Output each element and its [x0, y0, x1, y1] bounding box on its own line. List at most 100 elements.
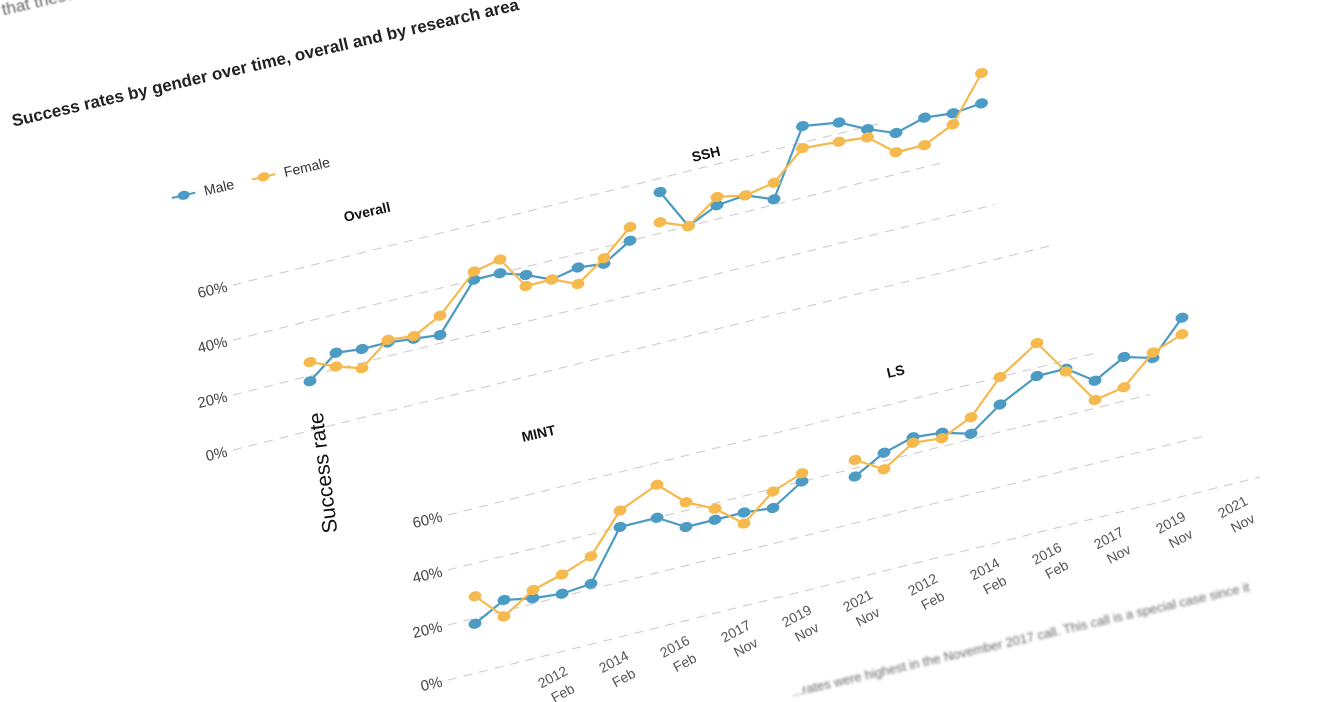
series-line-female — [854, 333, 1183, 471]
data-point-female — [679, 497, 693, 508]
data-point-male — [679, 521, 693, 533]
data-point-female — [1146, 347, 1160, 358]
data-point-male — [526, 593, 540, 604]
data-point-male — [1175, 312, 1189, 323]
data-point-female — [407, 330, 421, 342]
data-point-male — [555, 588, 569, 599]
data-point-female — [555, 569, 569, 580]
data-point-female — [877, 464, 891, 475]
data-point-female — [597, 253, 611, 264]
gridline — [232, 162, 941, 341]
chart-row-1: 0% 20% 40% 60% Overall SSH — [196, 68, 1051, 465]
data-point-female — [766, 486, 780, 497]
gridline — [232, 121, 886, 286]
data-point-male — [710, 200, 724, 211]
data-point-female — [433, 310, 447, 321]
y-tick-label: 20% — [411, 619, 444, 642]
data-point-male — [861, 124, 874, 135]
data-point-male — [1088, 375, 1102, 386]
y-tick-label: 40% — [196, 334, 229, 357]
data-point-male — [329, 347, 343, 358]
data-point-female — [653, 217, 667, 228]
y-tick-label: 40% — [411, 564, 444, 587]
data-point-male — [848, 471, 862, 482]
legend-swatch-dot — [257, 172, 270, 182]
data-point-male — [468, 618, 482, 629]
data-point-female — [861, 132, 874, 143]
data-point-female — [918, 140, 931, 151]
data-point-female — [1030, 337, 1044, 349]
data-point-male — [650, 512, 664, 523]
series-line-male — [854, 317, 1183, 478]
data-point-female — [467, 266, 481, 277]
data-point-male — [708, 514, 722, 525]
data-point-female — [946, 119, 960, 130]
y-tick-label: 20% — [196, 389, 229, 412]
data-point-female — [329, 361, 343, 372]
data-point-female — [303, 356, 317, 368]
data-point-female — [832, 136, 846, 147]
data-point-female — [497, 611, 511, 622]
data-point-female — [708, 503, 722, 514]
panel-title: LS — [885, 361, 906, 381]
data-point-female — [795, 468, 809, 479]
data-point-female — [710, 191, 724, 203]
data-point-male — [832, 117, 846, 128]
panel-ssh: SSH — [653, 68, 988, 232]
data-point-female — [975, 68, 988, 79]
data-point-female — [767, 177, 781, 188]
data-point-female — [1059, 366, 1073, 377]
series-line-female — [474, 472, 803, 618]
data-point-female — [584, 551, 598, 562]
data-point-male — [918, 112, 931, 123]
data-point-male — [303, 376, 317, 387]
data-point-female — [737, 518, 751, 529]
data-point-female — [526, 584, 540, 596]
data-point-female — [381, 334, 395, 345]
data-point-female — [493, 254, 507, 265]
data-point-female — [571, 278, 585, 290]
data-point-female — [1117, 382, 1131, 393]
data-point-male — [946, 108, 960, 119]
data-point-male — [519, 269, 533, 281]
data-point-male — [766, 502, 780, 514]
data-point-male — [767, 194, 781, 205]
panel-title: SSH — [690, 143, 722, 165]
data-point-female — [355, 363, 369, 374]
data-point-male — [1117, 351, 1131, 363]
series-line-male — [309, 239, 631, 382]
data-point-female — [889, 147, 903, 158]
y-tick-label: 0% — [419, 674, 444, 695]
data-point-female — [993, 371, 1007, 383]
data-point-male — [877, 447, 891, 458]
data-point-male — [653, 186, 667, 198]
y-tick-label: 0% — [204, 444, 229, 465]
data-point-male — [497, 594, 511, 606]
data-point-male — [975, 98, 988, 109]
gridline — [232, 245, 1051, 451]
series-line-male — [474, 480, 803, 625]
data-point-female — [1088, 394, 1102, 406]
gridline — [447, 394, 1151, 571]
data-point-female — [650, 479, 664, 490]
data-point-female — [682, 221, 695, 232]
data-point-male — [1030, 370, 1044, 382]
y-tick-label: 60% — [411, 509, 444, 532]
gridline — [232, 204, 996, 396]
chart-row-2: 0% 20% 40% 60% MINT LS — [411, 312, 1261, 695]
data-point-male — [889, 127, 903, 139]
data-point-female — [739, 190, 752, 201]
data-point-male — [493, 268, 507, 279]
panel-mint: MINT — [468, 422, 809, 629]
data-point-male — [993, 399, 1007, 410]
data-point-male — [964, 428, 978, 439]
data-point-male — [584, 578, 598, 589]
data-point-male — [795, 476, 809, 487]
data-point-female — [796, 143, 809, 154]
data-point-male — [796, 121, 809, 132]
panel-ls: LS — [848, 312, 1189, 482]
panel-title: MINT — [520, 422, 557, 445]
data-point-male — [737, 507, 751, 518]
